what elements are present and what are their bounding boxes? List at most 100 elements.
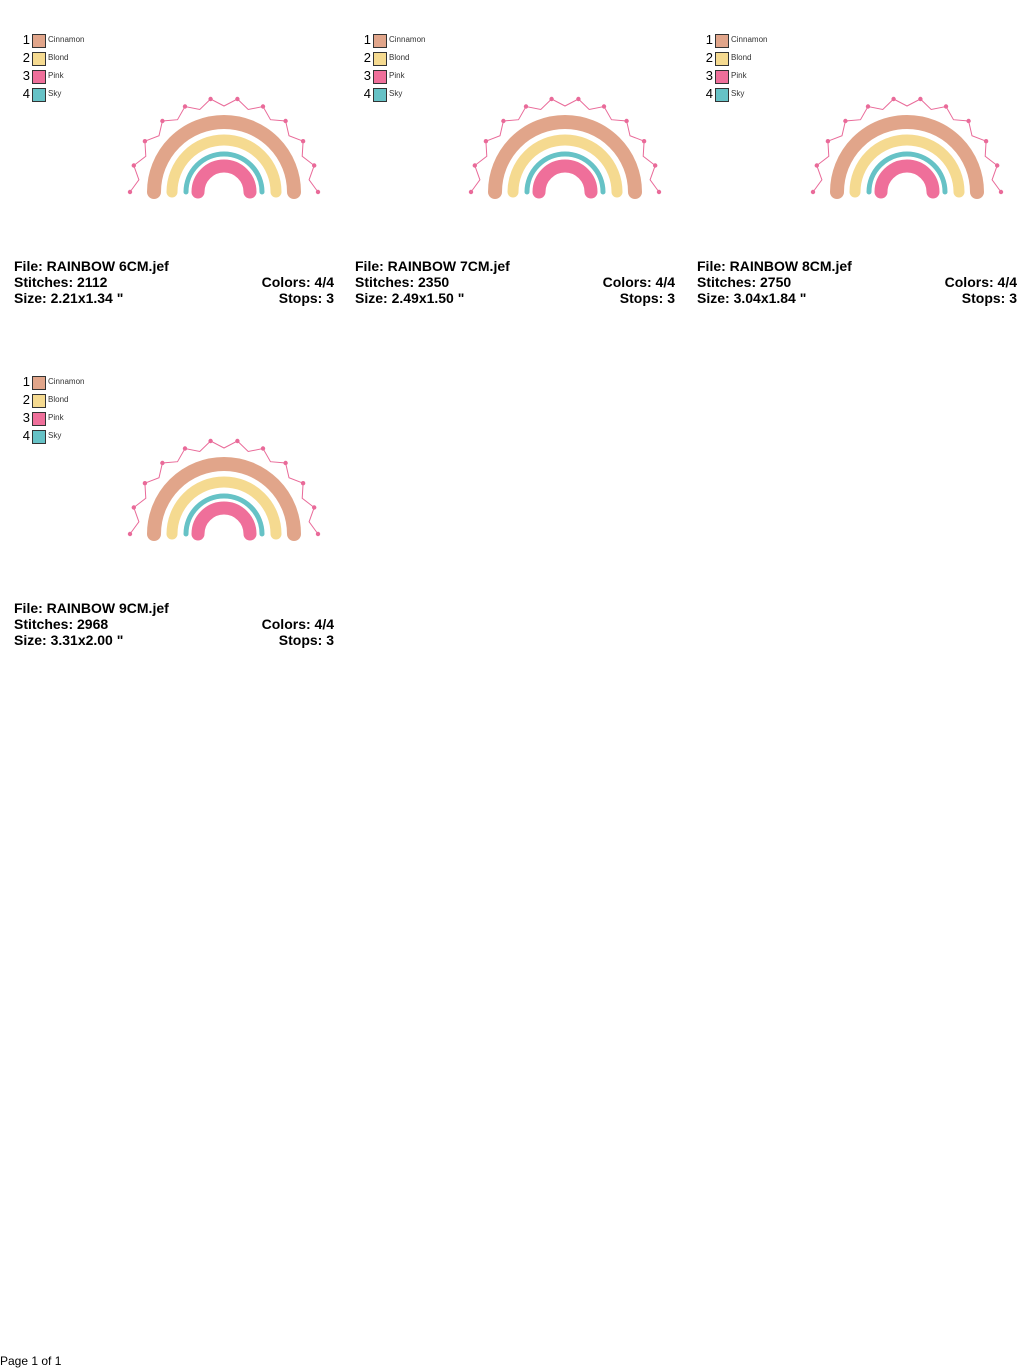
zigzag-dot: [523, 104, 529, 109]
design-size: Size: 2.49x1.50 ": [355, 290, 465, 306]
cinnamon-arc: [830, 115, 984, 199]
cinnamon-arc: [147, 457, 301, 541]
color-swatch: [32, 52, 46, 66]
color-swatch: [373, 70, 387, 84]
rainbow-design-preview: [127, 96, 321, 199]
pink-arc: [191, 159, 257, 199]
zigzag-border: [470, 98, 660, 193]
zigzag-dot: [208, 96, 213, 102]
design-info: File: RAINBOW 9CM.jef Stitches: 2968 Col…: [14, 600, 334, 648]
design-card-2: 1 Cinnamon 2 Blond 3 Pink 4 Sky File: RA…: [355, 20, 675, 320]
legend-color-name: Cinnamon: [731, 35, 768, 44]
colors-count: Colors: 4/4: [261, 616, 334, 632]
stitch-count: Stitches: 2750: [697, 274, 792, 290]
zigzag-dot: [235, 96, 240, 102]
legend-color-name: Cinnamon: [48, 377, 85, 386]
legend-color-name: Blond: [48, 395, 69, 404]
zigzag-dot: [127, 189, 133, 195]
legend-number: 1: [363, 32, 371, 47]
blond-arc: [166, 476, 282, 540]
color-swatch: [32, 394, 46, 408]
legend-number: 2: [363, 50, 371, 65]
stops-count: Stops: 3: [278, 632, 334, 648]
zigzag-dot: [653, 163, 658, 168]
zigzag-dot: [983, 139, 989, 144]
color-swatch: [32, 88, 46, 102]
rainbow-design-preview: [810, 96, 1004, 199]
zigzag-dot: [943, 104, 949, 109]
zigzag-dot: [142, 139, 148, 144]
zigzag-dot: [260, 104, 266, 109]
sky-arc: [524, 151, 606, 195]
blond-arc: [166, 134, 282, 198]
legend-color-name: Pink: [48, 71, 64, 80]
zigzag-dot: [656, 189, 662, 195]
zigzag-border: [812, 98, 1002, 193]
color-swatch: [715, 88, 729, 102]
pink-arc: [191, 501, 257, 541]
zigzag-dot: [283, 118, 288, 124]
zigzag-dot: [891, 96, 896, 102]
color-swatch: [715, 34, 729, 48]
color-swatch: [373, 52, 387, 66]
legend-color-name: Blond: [48, 53, 69, 62]
legend-color-name: Pink: [48, 413, 64, 422]
pink-arc: [532, 159, 598, 199]
legend-color-name: Cinnamon: [48, 35, 85, 44]
zigzag-dot: [182, 446, 188, 451]
zigzag-dot: [501, 118, 506, 124]
file-name: File: RAINBOW 8CM.jef: [697, 258, 852, 274]
stops-count: Stops: 3: [619, 290, 675, 306]
legend-number: 4: [22, 86, 30, 101]
stitch-count: Stitches: 2112: [14, 274, 108, 290]
page-number: Page 1 of 1: [0, 1354, 62, 1368]
legend-number: 2: [22, 50, 30, 65]
zigzag-dot: [843, 118, 848, 124]
legend-color-name: Blond: [389, 53, 410, 62]
zigzag-dot: [998, 189, 1004, 195]
design-info: File: RAINBOW 6CM.jef Stitches: 2112 Col…: [14, 258, 334, 306]
legend-number: 3: [22, 410, 30, 425]
zigzag-dot: [825, 139, 831, 144]
legend-number: 1: [22, 32, 30, 47]
zigzag-dot: [576, 96, 581, 102]
zigzag-dot: [641, 139, 647, 144]
cinnamon-arc: [488, 115, 642, 199]
zigzag-border: [129, 440, 319, 535]
sky-arc: [866, 151, 948, 195]
color-swatch: [373, 88, 387, 102]
zigzag-dot: [483, 139, 489, 144]
design-card-4: 1 Cinnamon 2 Blond 3 Pink 4 Sky File: RA…: [14, 362, 334, 662]
file-name: File: RAINBOW 9CM.jef: [14, 600, 169, 616]
zigzag-dot: [810, 189, 816, 195]
design-card-1: 1 Cinnamon 2 Blond 3 Pink 4 Sky File: RA…: [14, 20, 334, 320]
zigzag-dot: [814, 163, 819, 168]
sky-arc: [183, 493, 265, 537]
legend-number: 2: [22, 392, 30, 407]
rainbow-design-preview: [468, 96, 662, 199]
color-swatch: [32, 376, 46, 390]
legend-color-name: Cinnamon: [389, 35, 426, 44]
legend-number: 3: [705, 68, 713, 83]
zigzag-dot: [312, 505, 317, 510]
file-name: File: RAINBOW 7CM.jef: [355, 258, 510, 274]
legend-color-name: Sky: [48, 431, 62, 440]
legend-color-name: Sky: [389, 89, 403, 98]
zigzag-dot: [300, 481, 306, 486]
pink-arc: [874, 159, 940, 199]
legend-color-name: Blond: [731, 53, 752, 62]
colors-count: Colors: 4/4: [602, 274, 675, 290]
zigzag-dot: [131, 163, 136, 168]
rainbow-design-preview: [127, 438, 321, 541]
zigzag-dot: [131, 505, 136, 510]
zigzag-dot: [315, 189, 321, 195]
zigzag-dot: [472, 163, 477, 168]
zigzag-border: [129, 98, 319, 193]
color-swatch: [715, 70, 729, 84]
legend-number: 4: [705, 86, 713, 101]
legend-number: 4: [363, 86, 371, 101]
design-info: File: RAINBOW 7CM.jef Stitches: 2350 Col…: [355, 258, 675, 306]
zigzag-dot: [918, 96, 923, 102]
design-size: Size: 3.04x1.84 ": [697, 290, 807, 306]
blond-arc: [507, 134, 623, 198]
